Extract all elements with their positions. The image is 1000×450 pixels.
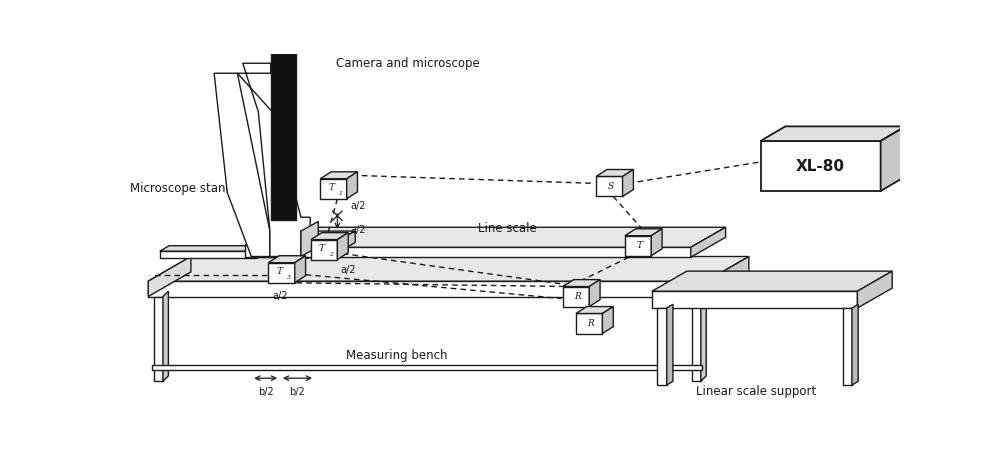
Polygon shape <box>330 231 355 256</box>
Text: R: R <box>587 319 594 328</box>
Polygon shape <box>148 256 749 281</box>
Polygon shape <box>271 0 296 220</box>
Polygon shape <box>706 256 749 297</box>
Text: a/2: a/2 <box>351 202 366 211</box>
Polygon shape <box>148 281 706 297</box>
Text: 2: 2 <box>329 252 333 256</box>
Polygon shape <box>881 126 905 191</box>
Polygon shape <box>623 170 633 197</box>
Text: S: S <box>608 182 614 191</box>
Polygon shape <box>245 231 355 245</box>
Text: b/2: b/2 <box>258 387 274 396</box>
Polygon shape <box>268 263 295 283</box>
Text: R: R <box>574 292 581 301</box>
Text: T: T <box>328 184 334 193</box>
Polygon shape <box>257 247 691 257</box>
Text: Measuring bench: Measuring bench <box>346 349 447 362</box>
Polygon shape <box>268 256 306 263</box>
Text: 3: 3 <box>287 275 291 280</box>
Polygon shape <box>160 246 266 251</box>
Polygon shape <box>320 179 347 199</box>
Polygon shape <box>214 73 270 256</box>
Polygon shape <box>295 256 306 283</box>
Polygon shape <box>692 297 701 381</box>
Polygon shape <box>691 227 726 257</box>
Polygon shape <box>152 365 702 370</box>
Text: Line scale: Line scale <box>478 222 536 235</box>
Polygon shape <box>311 239 337 260</box>
Polygon shape <box>347 172 358 199</box>
Text: 1: 1 <box>338 191 342 196</box>
Polygon shape <box>257 227 726 247</box>
Polygon shape <box>163 291 168 381</box>
Polygon shape <box>160 251 257 258</box>
Polygon shape <box>301 221 318 256</box>
Polygon shape <box>237 63 310 256</box>
Text: a/2: a/2 <box>351 225 366 234</box>
Text: a/2: a/2 <box>340 265 356 274</box>
Polygon shape <box>245 245 330 256</box>
Polygon shape <box>761 126 905 141</box>
Polygon shape <box>657 308 667 385</box>
Polygon shape <box>320 172 358 179</box>
Polygon shape <box>576 314 602 333</box>
Polygon shape <box>148 256 191 297</box>
Text: T: T <box>276 267 282 276</box>
Polygon shape <box>596 176 623 197</box>
Polygon shape <box>667 304 673 385</box>
Polygon shape <box>311 233 348 239</box>
Text: Camera and microscope: Camera and microscope <box>336 57 480 70</box>
Text: T: T <box>637 241 643 250</box>
Polygon shape <box>857 271 892 308</box>
Polygon shape <box>563 279 600 287</box>
Text: b/2: b/2 <box>290 387 305 396</box>
Text: a/2: a/2 <box>272 291 288 301</box>
Polygon shape <box>651 229 662 256</box>
Polygon shape <box>589 279 600 306</box>
Text: T: T <box>319 244 325 253</box>
Polygon shape <box>625 236 651 256</box>
Polygon shape <box>154 297 163 381</box>
Polygon shape <box>576 306 613 314</box>
Polygon shape <box>652 271 892 291</box>
Polygon shape <box>843 308 852 385</box>
Polygon shape <box>761 141 881 191</box>
Polygon shape <box>596 170 633 176</box>
Polygon shape <box>563 287 589 306</box>
Polygon shape <box>602 306 613 333</box>
Text: Microscope stand: Microscope stand <box>130 182 233 195</box>
Text: Linear scale support: Linear scale support <box>696 385 817 398</box>
Polygon shape <box>701 291 706 381</box>
Polygon shape <box>652 291 857 308</box>
Polygon shape <box>625 229 662 236</box>
Polygon shape <box>337 233 348 260</box>
Polygon shape <box>852 304 858 385</box>
Text: XL-80: XL-80 <box>796 158 845 174</box>
